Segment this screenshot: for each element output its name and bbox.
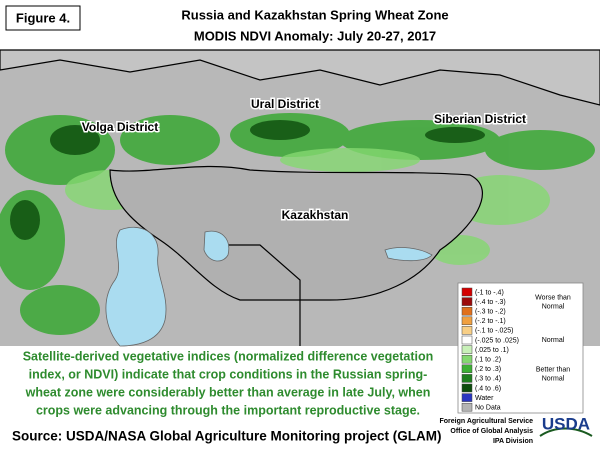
legend-label: No Data (475, 405, 501, 412)
caption-line: Satellite-derived vegetative indices (no… (23, 349, 434, 363)
legend-swatch (461, 374, 473, 383)
caption: Satellite-derived vegetative indices (no… (23, 349, 434, 417)
legend-label: (.3 to .4) (475, 376, 501, 383)
legend-swatch (461, 326, 473, 335)
legend-swatch (461, 354, 473, 364)
legend-label: (.2 to .3) (475, 366, 501, 373)
legend-swatch (461, 287, 473, 297)
agency-line: Foreign Agricultural Service (440, 418, 534, 425)
region-label: Ural District (251, 97, 319, 111)
legend: (-1 to -.4) (-.4 to -.3) (-.3 to -.2) (-.2 … (457, 282, 584, 414)
legend-label: (-.3 to -.2) (475, 309, 506, 316)
legend-label: (.1 to .2) (475, 357, 501, 364)
legend-swatch (461, 364, 473, 374)
legend-group: Better than Normal (536, 366, 570, 382)
legend-swatch (461, 335, 473, 345)
legend-swatch (461, 402, 473, 412)
caption-line: crops were advancing through the importa… (36, 403, 420, 417)
legend-label: Water (475, 395, 494, 402)
region-label: Volga District (82, 120, 158, 134)
legend-swatch (461, 345, 473, 354)
region-label: Kazakhstan (282, 208, 349, 222)
source: Source: USDA/NASA Global Agriculture Mon… (12, 429, 442, 444)
caption-line: index, or NDVI) indicate that crop condi… (29, 367, 428, 381)
legend-label: (-1 to -.4) (475, 289, 504, 296)
legend-label: (-.2 to -.1) (475, 318, 506, 325)
legend-group: Normal (542, 337, 565, 344)
legend-swatch (461, 383, 473, 393)
title: Russia and Kazakhstan Spring Wheat Zone (181, 7, 448, 22)
caspian-sea (105, 226, 167, 347)
logo: USDA (542, 414, 590, 433)
agency-line: Office of Global Analysis (450, 428, 533, 435)
legend-label: (-.1 to -.025) (475, 328, 514, 335)
region-label: Siberian District (434, 112, 526, 126)
legend-label: (-.4 to -.3) (475, 299, 506, 306)
figure-label-box (5, 5, 81, 31)
agency-line: IPA Division (493, 438, 533, 445)
legend-label: (-.025 to .025) (475, 337, 519, 344)
title: MODIS NDVI Anomaly: July 20-27, 2017 (194, 28, 436, 43)
legend-label: (.025 to .1) (475, 347, 509, 354)
legend-swatch (461, 306, 473, 316)
legend-label: (.4 to .6) (475, 385, 501, 392)
lake-balkhash (384, 247, 433, 262)
caption-line: wheat zone were considerably better than… (25, 385, 431, 399)
figure-label: Figure 4. (16, 10, 70, 25)
legend-group: Worse than Normal (535, 294, 571, 310)
legend-swatch (461, 393, 473, 402)
legend-swatch (461, 316, 473, 326)
legend-swatch (461, 297, 473, 306)
aral-sea (203, 230, 230, 262)
